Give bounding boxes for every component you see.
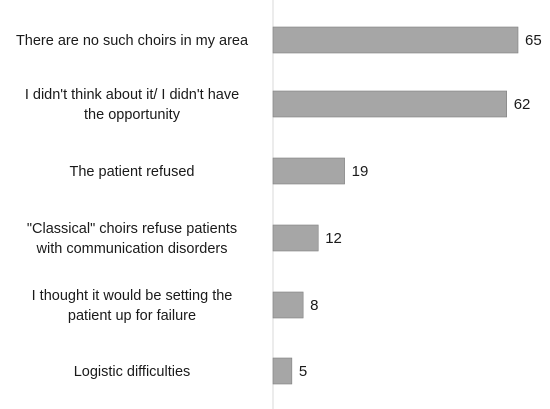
category-label-5-line-0: Logistic difficulties — [74, 364, 191, 380]
category-label-0: There are no such choirs in my area — [16, 33, 249, 49]
value-label-4: 8 — [310, 297, 318, 314]
category-labels-group: There are no such choirs in my area I did… — [16, 33, 249, 380]
category-label-3-line-0: "Classical" choirs refuse patients — [27, 221, 237, 237]
category-label-1-line-1: the opportunity — [84, 107, 181, 123]
category-label-4: I thought it would be setting the patient… — [32, 288, 233, 324]
bars-group — [272, 26, 519, 385]
category-label-5: Logistic difficulties — [74, 364, 191, 380]
category-label-3: "Classical" choirs refuse patients with c… — [27, 221, 237, 257]
bar-5 — [272, 357, 293, 385]
bar-3 — [272, 224, 319, 252]
category-label-3-line-1: with communication disorders — [36, 241, 228, 257]
value-label-0: 65 — [525, 32, 542, 49]
value-label-2: 19 — [352, 163, 369, 180]
bar-0 — [272, 26, 519, 54]
bar-2 — [272, 157, 345, 185]
value-label-1: 62 — [514, 96, 531, 113]
category-label-0-line-0: There are no such choirs in my area — [16, 33, 249, 49]
category-label-4-line-0: I thought it would be setting the — [32, 288, 233, 304]
category-label-1: I didn't think about it/ I didn't have th… — [25, 87, 239, 123]
value-label-3: 12 — [325, 230, 342, 247]
category-label-1-line-0: I didn't think about it/ I didn't have — [25, 87, 239, 103]
category-label-2: The patient refused — [70, 164, 195, 180]
category-label-4-line-1: patient up for failure — [68, 308, 196, 324]
bar-4 — [272, 291, 304, 319]
bar-1 — [272, 90, 507, 118]
value-label-5: 5 — [299, 363, 307, 380]
category-label-2-line-0: The patient refused — [70, 164, 195, 180]
value-labels-group: 65 62 19 12 8 5 — [299, 32, 542, 380]
